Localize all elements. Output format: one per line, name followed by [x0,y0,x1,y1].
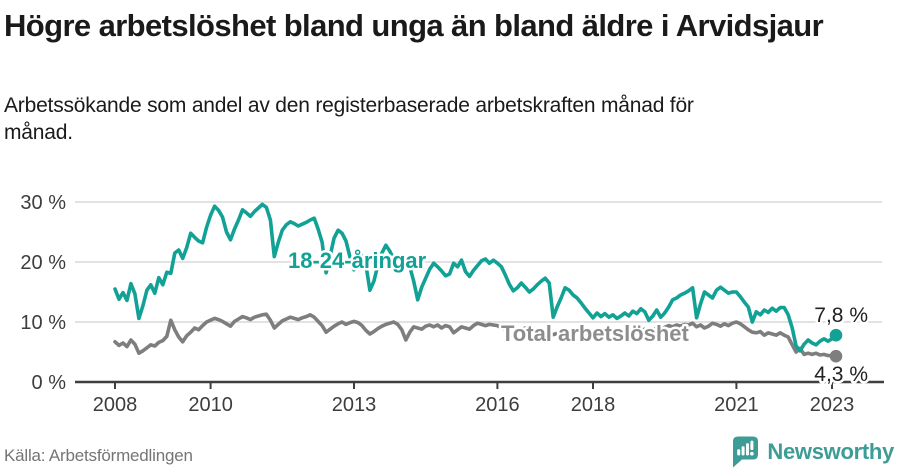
x-tick-label-2023: 2023 [810,394,855,416]
series-line-0 [113,202,838,353]
series-label-total: Total arbetslöshet [501,321,690,346]
y-tick-label-10: 10 % [20,312,66,334]
x-tick-label-2021: 2021 [714,394,759,416]
series-end-dot-0 [829,328,843,342]
series-label-youth: 18-24-åringar [288,248,427,273]
end-value-label-total: 4,3 % [814,363,868,386]
series-line-1 [113,312,838,358]
brand-logo: Newsworthy [729,436,894,468]
x-tick-label-2016: 2016 [475,394,520,416]
source-note: Källa: Arbetsförmedlingen [4,446,193,465]
newsworthy-icon [733,436,759,468]
x-tick-label-2008: 2008 [93,394,138,416]
chart-subtitle: Arbetssökande som andel av den registerb… [4,94,694,145]
x-tick-label-2013: 2013 [332,394,377,416]
plot-layers: 0 % 10 % 20 % 30 % 2008 2010 2013 2016 2018 2021 2… [20,192,884,416]
y-tick-label-30: 30 % [20,192,66,214]
x-tick-label-2018: 2018 [571,394,616,416]
y-tick-label-20: 20 % [20,252,66,274]
series-end-dot-1 [829,349,843,363]
chart-title: Högre arbetslöshet bland unga än bland ä… [4,8,824,43]
chart-svg: 0 % 10 % 20 % 30 % 2008 2010 2013 2016 2018 2021 2… [20,192,884,416]
brand-name: Newsworthy [767,439,894,464]
chart-area: 0 % 10 % 20 % 30 % 2008 2010 2013 2016 2018 2021 2… [0,158,900,420]
end-value-label-youth: 7,8 % [814,304,868,327]
x-tick-label-2010: 2010 [188,394,233,416]
y-tick-label-0: 0 % [32,372,67,394]
